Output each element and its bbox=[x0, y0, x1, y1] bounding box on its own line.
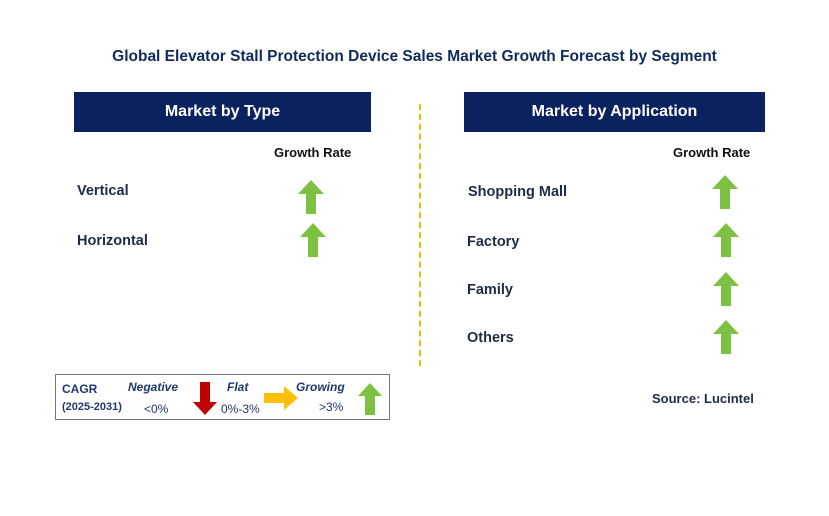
source-label: Source: Lucintel bbox=[652, 391, 754, 406]
legend-flat-range: 0%-3% bbox=[221, 402, 260, 416]
application-growth-rate-label: Growth Rate bbox=[673, 145, 751, 160]
application-panel-header: Market by Application bbox=[464, 92, 765, 132]
legend-flat-label: Flat bbox=[227, 380, 249, 394]
growing-arrow-icon bbox=[712, 175, 738, 209]
growing-arrow-icon bbox=[713, 223, 739, 257]
application-row-shopping-mall-label: Shopping Mall bbox=[468, 184, 568, 200]
legend-growing-range: >3% bbox=[319, 400, 344, 414]
growing-arrow-icon bbox=[358, 383, 382, 415]
chart-title: Global Elevator Stall Protection Device … bbox=[112, 48, 717, 65]
application-row-family-label: Family bbox=[467, 282, 513, 298]
flat-arrow-icon bbox=[264, 386, 298, 410]
panel-divider bbox=[419, 104, 421, 366]
type-panel-header: Market by Type bbox=[74, 92, 371, 132]
application-row-others-label: Others bbox=[467, 330, 514, 346]
legend-period-label: (2025-2031) bbox=[62, 401, 122, 413]
type-row-vertical-label: Vertical bbox=[77, 183, 129, 199]
growing-arrow-icon bbox=[713, 272, 739, 306]
growing-arrow-icon bbox=[298, 180, 324, 214]
legend-growing-label: Growing bbox=[296, 380, 345, 394]
legend-negative-label: Negative bbox=[128, 380, 179, 394]
application-row-factory-label: Factory bbox=[467, 234, 520, 250]
legend-cagr-label: CAGR bbox=[62, 382, 98, 396]
type-growth-rate-label: Growth Rate bbox=[274, 145, 352, 160]
growing-arrow-icon bbox=[713, 320, 739, 354]
growing-arrow-icon bbox=[300, 223, 326, 257]
legend-negative-range: <0% bbox=[144, 402, 169, 416]
negative-arrow-icon bbox=[193, 382, 217, 415]
cagr-legend: CAGR (2025-2031) Negative <0% Flat 0%-3%… bbox=[55, 374, 390, 420]
type-row-horizontal-label: Horizontal bbox=[77, 233, 148, 249]
